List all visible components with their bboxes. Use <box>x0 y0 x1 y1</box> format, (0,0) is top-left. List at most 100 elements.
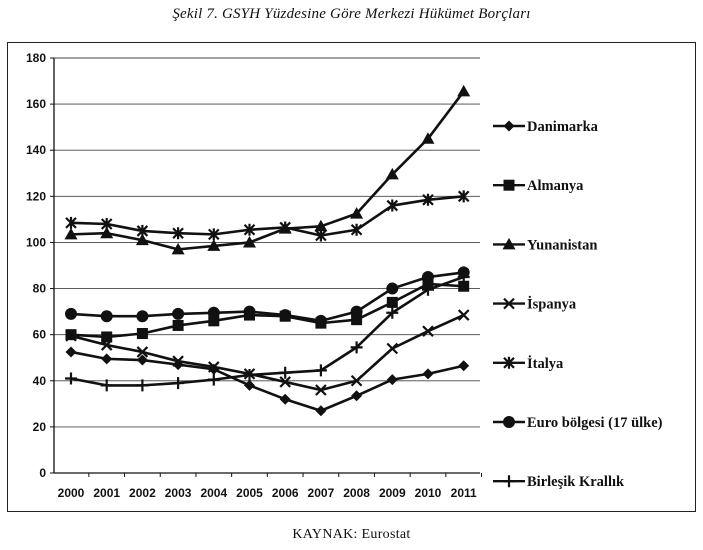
legend-item: Euro bölgesi (17 ülke) <box>493 415 663 431</box>
data-point <box>208 315 220 327</box>
legend-marker <box>503 475 515 488</box>
data-point <box>422 283 434 296</box>
x-tick-label: 2003 <box>165 486 192 500</box>
series-circle <box>65 266 470 327</box>
data-point <box>457 309 470 321</box>
data-point <box>350 207 364 219</box>
figure-title: Şekil 7. GSYH Yüzdesine Göre Merkezi Hük… <box>172 6 531 22</box>
data-point <box>172 307 185 320</box>
data-point <box>208 228 220 241</box>
series-line <box>70 90 465 251</box>
data-point <box>172 319 184 331</box>
legend-item: İspanya <box>493 296 577 313</box>
series-line <box>70 350 464 413</box>
data-point <box>422 193 434 206</box>
y-tick-label: 160 <box>26 97 46 111</box>
y-tick-label: 140 <box>26 143 46 157</box>
legend-marker <box>503 120 515 132</box>
legend-item: Yunanistan <box>493 237 597 253</box>
legend-label: Birleşik Krallık <box>527 474 625 490</box>
data-point <box>457 271 470 284</box>
data-point <box>207 306 220 319</box>
series-diamond <box>65 346 470 417</box>
source-note: KAYNAK: Eurostat <box>292 527 411 542</box>
data-point <box>421 132 435 144</box>
data-point <box>100 379 113 392</box>
legend-item: Danimarka <box>493 119 599 135</box>
data-point <box>279 366 292 379</box>
data-point <box>457 190 470 203</box>
legend-marker <box>503 416 515 428</box>
y-tick-label: 180 <box>26 51 46 65</box>
data-point <box>314 219 328 232</box>
data-point <box>65 372 77 385</box>
data-point <box>65 307 77 320</box>
series-line <box>70 282 464 339</box>
legend-item: İtalya <box>493 355 564 372</box>
data-point <box>172 377 185 390</box>
data-point <box>100 339 113 351</box>
y-tick-label: 100 <box>26 235 46 249</box>
y-tick-label: 20 <box>33 420 47 434</box>
series-lines <box>64 84 471 417</box>
data-point <box>136 310 149 323</box>
x-tick-label: 2007 <box>308 486 335 500</box>
y-tick-label: 80 <box>33 282 47 296</box>
x-tick-label: 2000 <box>58 486 85 500</box>
series-asterisk <box>65 190 470 242</box>
data-point <box>65 330 77 342</box>
data-point <box>207 239 221 251</box>
grid-lines <box>54 57 480 428</box>
data-point <box>386 374 398 386</box>
data-point <box>350 223 363 236</box>
data-point <box>136 224 149 237</box>
data-point <box>386 342 399 355</box>
data-point <box>350 375 363 387</box>
data-point <box>208 361 220 373</box>
data-point <box>351 314 363 326</box>
data-point <box>136 379 149 392</box>
legend-label: İspanya <box>527 296 577 313</box>
data-point <box>386 282 399 295</box>
data-point <box>350 341 363 354</box>
x-tick-label: 2010 <box>415 486 442 500</box>
legend-marker <box>503 179 515 191</box>
data-point <box>243 369 256 382</box>
data-point <box>100 218 113 230</box>
legend-marker <box>503 356 515 369</box>
data-point <box>243 235 256 248</box>
data-point <box>386 199 399 212</box>
legend-label: Yunanistan <box>527 237 597 253</box>
data-point <box>244 379 255 391</box>
data-point <box>386 306 399 319</box>
data-point <box>315 384 327 396</box>
data-point <box>386 296 398 308</box>
data-point <box>172 355 184 367</box>
series-line <box>70 195 464 237</box>
data-point <box>243 223 256 236</box>
x-tick-label: 2006 <box>272 486 299 500</box>
legend-marker <box>502 237 516 250</box>
legend: Danimarka Almanya Yunanistan İspanya İtalya E… <box>493 119 663 490</box>
data-point <box>101 331 113 343</box>
data-point <box>100 310 113 323</box>
x-tick-label: 2009 <box>379 486 406 500</box>
x-tick-label: 2005 <box>236 486 263 500</box>
data-point <box>135 233 149 246</box>
data-point <box>100 226 114 239</box>
legend-label: Euro bölgesi (17 ülke) <box>527 415 663 431</box>
series-square <box>65 278 470 343</box>
data-point <box>136 328 148 340</box>
data-point <box>422 368 434 380</box>
legend-label: İtalya <box>527 355 564 372</box>
x-tick-label: 2011 <box>451 486 477 500</box>
legend-label: Almanya <box>527 178 584 194</box>
data-point <box>315 229 327 242</box>
data-point <box>136 346 149 358</box>
chart-frame <box>7 42 696 512</box>
data-point <box>279 376 291 388</box>
data-point <box>457 84 471 97</box>
data-point <box>171 242 185 255</box>
data-point <box>207 373 220 386</box>
